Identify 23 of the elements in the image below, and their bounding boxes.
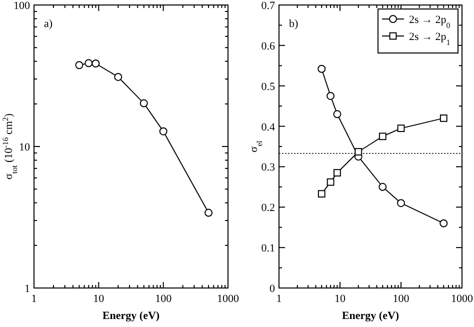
x-tick-label: 10	[334, 293, 346, 305]
y-tick-label: 0.3	[261, 162, 276, 174]
x-axis-title: Energy (eV)	[102, 310, 160, 322]
y-tick-label: 100	[14, 0, 30, 12]
y-tick-label: 0.6	[261, 40, 276, 52]
y-tick-label: 0.5	[261, 80, 276, 93]
x-axis-title: Energy (eV)	[342, 310, 400, 322]
annotation: b)	[289, 18, 298, 30]
annotation: a)	[44, 18, 53, 30]
y-tick-label: 0.1	[261, 242, 275, 255]
legend-label: 2s → 2p$_{0}$	[409, 14, 450, 30]
y-tick-label: 0	[270, 283, 276, 295]
x-tick-label: 100	[392, 293, 410, 305]
y-tick-label: 1	[24, 283, 30, 295]
x-tick-label: 100	[155, 293, 172, 305]
x-tick-label: 10	[93, 293, 105, 305]
legend-label: 2s → 2p$_{1}$	[409, 31, 450, 46]
y-tick-label: 0.7	[261, 0, 276, 12]
x-tick-label: 1000	[217, 293, 240, 305]
y-tick-label: 0.2	[261, 202, 275, 214]
y-tick-label: 10	[19, 142, 30, 154]
x-tick-label: 1000	[451, 293, 474, 305]
y-tick-label: 0.4	[261, 121, 276, 134]
